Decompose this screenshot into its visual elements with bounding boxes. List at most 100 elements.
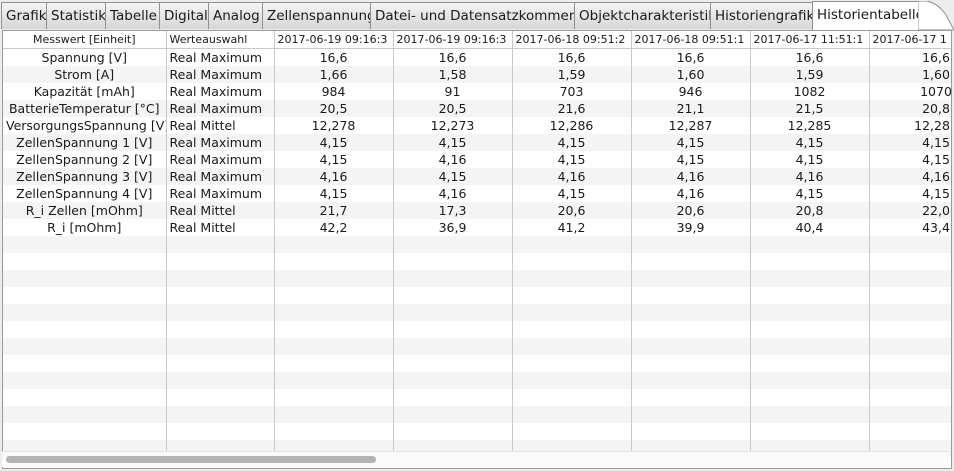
column-header-date[interactable]: 2017-06-18 09:51:1 [631, 31, 751, 49]
empty-cell [512, 304, 632, 321]
tab-bar: Grafik Statistik Tabelle Digital Analog Zelle… [0, 0, 954, 31]
value-cell: 12,273 [393, 117, 513, 134]
value-cell: 12,278 [274, 117, 394, 134]
history-table-panel: Messwert [Einheit] Werteauswahl 2017-06-… [2, 30, 952, 469]
value-selection-cell: Real Maximum [166, 185, 275, 202]
table-row[interactable] [3, 338, 951, 355]
value-cell: 12,285 [750, 117, 870, 134]
table-row[interactable] [3, 389, 951, 406]
empty-cell [393, 389, 513, 406]
tab-zellenspannung[interactable]: Zellenspannung [262, 2, 371, 29]
scrollbar-thumb[interactable] [6, 456, 376, 463]
value-cell: 1,58 [393, 66, 513, 83]
empty-cell [274, 321, 394, 338]
tab-historiengrafik[interactable]: Historiengrafik [710, 2, 813, 29]
table-row[interactable]: R_i [mOhm] Real Mittel 42,2 36,9 41,2 39,9 40,… [3, 219, 951, 236]
table-row[interactable]: ZellenSpannung 2 [V] Real Maximum 4,15 4,16… [3, 151, 951, 168]
value-cell: 4,15 [393, 134, 513, 151]
empty-cell [631, 270, 751, 287]
empty-cell [3, 406, 167, 423]
empty-cell [750, 321, 870, 338]
horizontal-scrollbar[interactable] [2, 451, 948, 467]
tab-objektcharakteristik[interactable]: Objektcharakteristik [574, 2, 711, 29]
table-row[interactable] [3, 321, 951, 338]
tab-historientabelle[interactable]: Historientabelle [812, 1, 922, 30]
tab-digital[interactable]: Digital [159, 2, 209, 29]
table-row[interactable] [3, 304, 951, 321]
empty-cell [512, 321, 632, 338]
empty-cell [512, 355, 632, 372]
value-cell: 16,6 [750, 48, 870, 66]
value-cell: 17,3 [393, 202, 513, 219]
value-cell: 4,15 [274, 151, 394, 168]
empty-cell [166, 338, 275, 355]
table-row[interactable]: VersorgungsSpannung [V] Real Mittel 12,278… [3, 117, 951, 134]
table-row[interactable]: Strom [A] Real Maximum 1,66 1,58 1,59 1,60 1,5… [3, 66, 951, 83]
value-cell: 36,9 [393, 219, 513, 236]
value-cell: 16,6 [512, 48, 632, 66]
empty-cell [750, 406, 870, 423]
table-row[interactable]: Spannung [V] Real Maximum 16,6 16,6 16,6 16,6… [3, 48, 951, 66]
empty-cell [512, 406, 632, 423]
column-header-date[interactable]: 2017-06-18 09:51:2 [512, 31, 632, 49]
table-row[interactable] [3, 372, 951, 389]
value-cell: 4,15 [512, 134, 632, 151]
table-row[interactable]: ZellenSpannung 4 [V] Real Maximum 4,15 4,16… [3, 185, 951, 202]
value-cell: 16,6 [631, 48, 751, 66]
column-header-date[interactable]: 2017-06-17 1 [869, 31, 951, 49]
empty-cell [869, 321, 951, 338]
table-row[interactable] [3, 406, 951, 423]
value-selection-cell: Real Mittel [166, 202, 275, 219]
value-cell: 984 [274, 83, 394, 100]
empty-cell [631, 304, 751, 321]
table-row[interactable] [3, 287, 951, 304]
tab-analog[interactable]: Analog [208, 2, 263, 29]
empty-cell [393, 423, 513, 440]
table-row[interactable]: ZellenSpannung 1 [V] Real Maximum 4,15 4,15… [3, 134, 951, 151]
table-row[interactable] [3, 236, 951, 253]
value-cell: 4,15 [393, 168, 513, 185]
value-selection-cell: Real Mittel [166, 219, 275, 236]
empty-cell [166, 406, 275, 423]
tab-tabelle[interactable]: Tabelle [105, 2, 160, 29]
value-cell: 12,285 [869, 117, 951, 134]
table-row[interactable] [3, 253, 951, 270]
empty-cell [166, 304, 275, 321]
empty-cell [631, 287, 751, 304]
value-cell: 1,59 [512, 66, 632, 83]
empty-cell [750, 389, 870, 406]
value-cell: 4,15 [631, 151, 751, 168]
value-cell: 946 [631, 83, 751, 100]
measure-name-cell: ZellenSpannung 2 [V] [3, 151, 167, 168]
column-header-date[interactable]: 2017-06-19 09:16:3 [274, 31, 394, 49]
table-row[interactable] [3, 355, 951, 372]
value-cell: 16,6 [869, 48, 951, 66]
empty-cell [869, 287, 951, 304]
empty-cell [3, 423, 167, 440]
empty-cell [869, 389, 951, 406]
table-row[interactable]: ZellenSpannung 3 [V] Real Maximum 4,16 4,15… [3, 168, 951, 185]
column-header-selection[interactable]: Werteauswahl [166, 31, 275, 49]
empty-cell [166, 253, 275, 270]
tab-statistik[interactable]: Statistik [46, 2, 106, 29]
empty-cell [3, 304, 167, 321]
empty-cell [750, 304, 870, 321]
table-row[interactable]: Kapazität [mAh] Real Maximum 984 91 703 946 10… [3, 83, 951, 100]
table-row[interactable] [3, 423, 951, 440]
tab-datei-und-datensatzkommen[interactable]: Datei- und Datensatzkommen [370, 2, 575, 29]
empty-cell [166, 287, 275, 304]
empty-cell [869, 236, 951, 253]
empty-cell [631, 372, 751, 389]
empty-cell [750, 355, 870, 372]
measure-name-cell: ZellenSpannung 4 [V] [3, 185, 167, 202]
table-row[interactable]: BatterieTemperatur [°C] Real Maximum 20,5 2… [3, 100, 951, 117]
empty-cell [869, 270, 951, 287]
column-header-date[interactable]: 2017-06-17 11:51:1 [750, 31, 870, 49]
measure-name-cell: R_i [mOhm] [3, 219, 167, 236]
column-header-measure[interactable]: Messwert [Einheit] [3, 31, 167, 49]
tab-grafik[interactable]: Grafik [1, 2, 47, 29]
empty-cell [512, 236, 632, 253]
table-row[interactable]: R_i Zellen [mOhm] Real Mittel 21,7 17,3 20,6… [3, 202, 951, 219]
table-row[interactable] [3, 270, 951, 287]
column-header-date[interactable]: 2017-06-19 09:16:3 [393, 31, 513, 49]
